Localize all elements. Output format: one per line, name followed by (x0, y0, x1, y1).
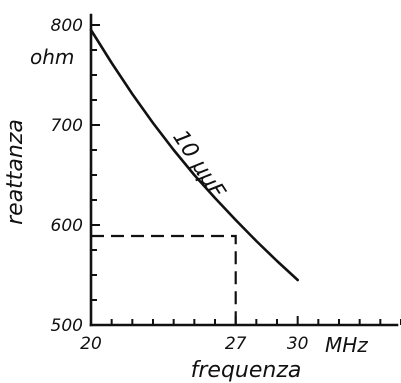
dashed-reading-guide (91, 234, 237, 325)
x-tick-label-20: 20 (80, 334, 102, 354)
y-major-ticks (91, 24, 100, 326)
series-line-10uuf (89, 28, 299, 282)
y-tick-label-700: 700 (51, 116, 83, 136)
x-axis-title: frequenza (191, 358, 302, 383)
series-label-10uuf: 10 µµF (167, 126, 229, 203)
y-axis-title: reattanza (3, 119, 28, 225)
x-unit-label: MHz (325, 333, 368, 357)
x-tick-label-30: 30 (287, 334, 309, 354)
minor-tick-marks (91, 49, 401, 325)
x-tick-label-27: 27 (225, 334, 247, 354)
y-unit-label: ohm (30, 45, 74, 69)
y-tick-label-500: 500 (51, 316, 83, 336)
y-tick-label-600: 600 (51, 216, 83, 236)
y-tick-label-800: 800 (51, 16, 83, 36)
